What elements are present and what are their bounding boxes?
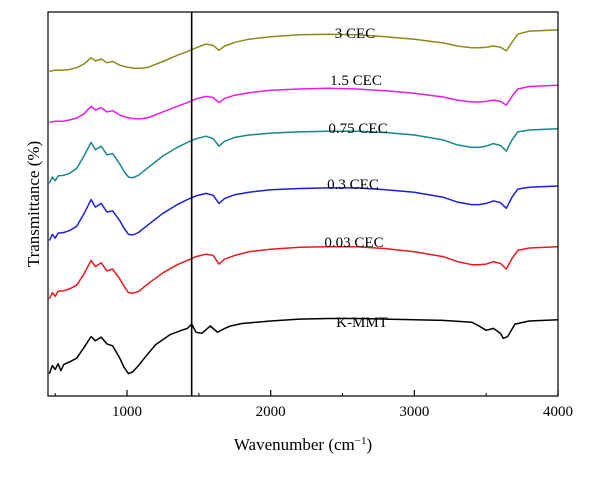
x-axis-ticks: 1000 2000 3000 4000: [54, 390, 573, 420]
y-axis-title: Transmittance (%): [24, 141, 43, 267]
plot-frame: [47, 11, 559, 397]
series-label-0-03-cec: 0.03 CEC: [324, 235, 383, 251]
series-line-k-mmt: [48, 317, 559, 375]
x-tick-label: 2000: [256, 404, 286, 420]
x-tick-label: 4000: [543, 404, 573, 420]
series-labels: K-MMT 0.03 CEC 0.3 CEC 0.75 CEC 1.5 CEC 3 CEC: [324, 26, 387, 331]
x-tick-label: 3000: [399, 404, 429, 420]
series-label-k-mmt: K-MMT: [336, 315, 388, 331]
x-axis-title: Wavenumber (cm−1): [234, 435, 372, 454]
series-line-1-5-cec: [49, 84, 559, 124]
series-label-0-3-cec: 0.3 CEC: [327, 177, 379, 193]
x-axis-title-text: Wavenumber (cm: [234, 435, 355, 454]
x-axis-title-close: ): [366, 435, 372, 454]
series-curves: [48, 29, 559, 375]
series-label-1-5-cec: 1.5 CEC: [330, 73, 382, 89]
x-tick-label: 1000: [112, 404, 142, 420]
series-label-0-75-cec: 0.75 CEC: [328, 121, 387, 137]
series-line-0-03-cec: [48, 245, 559, 300]
series-line-0-75-cec: [48, 128, 559, 184]
x-axis-title-sup: −1: [355, 435, 367, 447]
series-line-0-3-cec: [48, 185, 559, 241]
series-line-3-cec: [49, 29, 559, 73]
series-label-3-cec: 3 CEC: [335, 26, 375, 42]
